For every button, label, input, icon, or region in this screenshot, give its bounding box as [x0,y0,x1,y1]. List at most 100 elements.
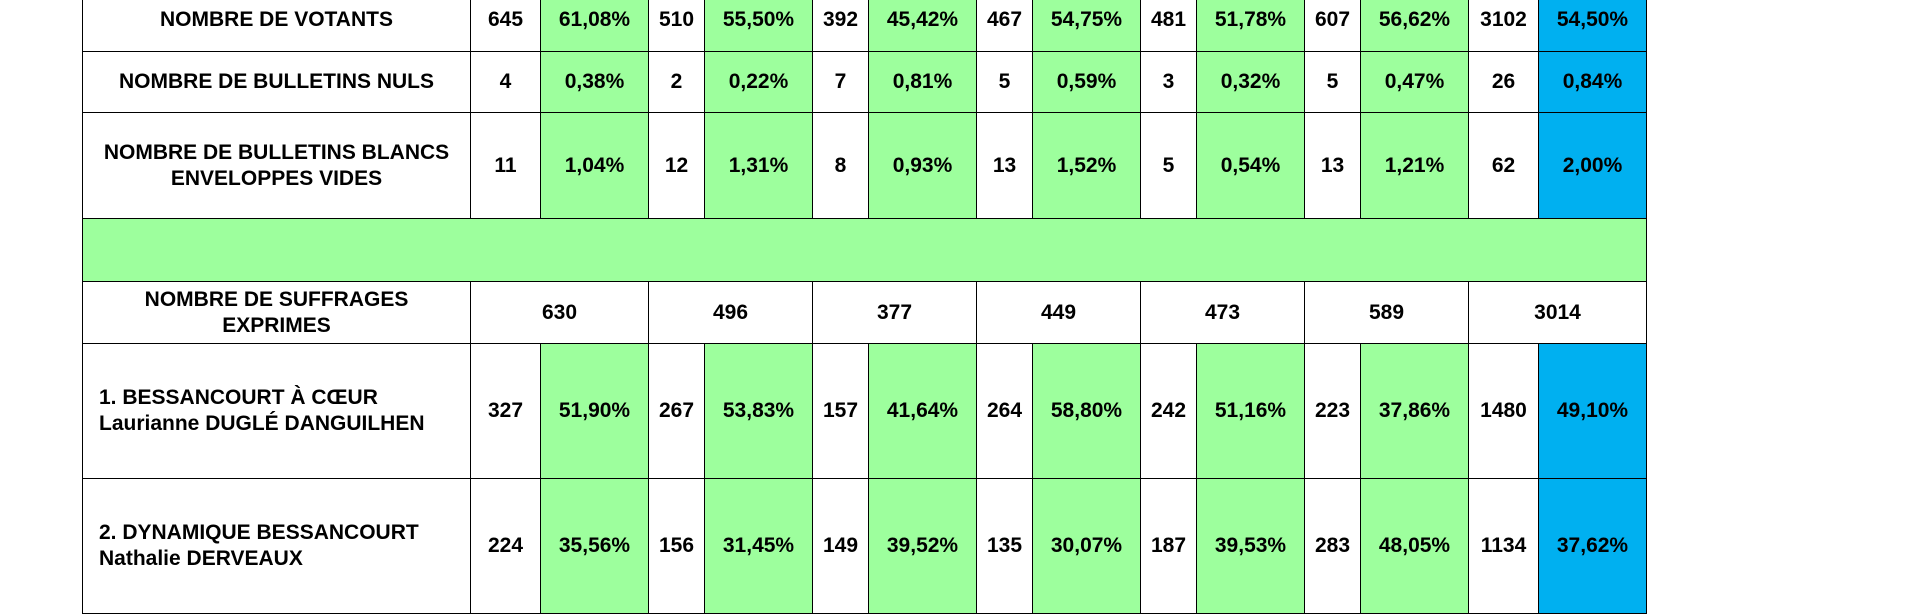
count-cell: 5 [976,51,1033,113]
count-cell: 13 [1304,112,1361,219]
percent-cell: 61,08% [540,0,649,52]
count-cell: 607 [1304,0,1361,52]
count-cell: 510 [648,0,705,52]
count-cell: 156 [648,478,705,614]
percent-cell: 56,62% [1360,0,1469,52]
label-line: NOMBRE DE BULLETINS NULS [119,70,434,93]
label-line: NOMBRE DE VOTANTS [160,8,393,31]
table-row-list-2: 2. DYNAMIQUE BESSANCOURT Nathalie DERVEAU… [82,478,1647,614]
count-cell: 481 [1140,0,1197,52]
count-cell: 13 [976,112,1033,219]
total-percent-cell: 0,84% [1538,51,1647,113]
percent-cell: 35,56% [540,478,649,614]
row-label-nuls: NOMBRE DE BULLETINS NULS [82,51,471,113]
suffrages-cell: 473 [1140,281,1305,344]
row-label-votants: NOMBRE DE VOTANTS [82,0,471,52]
percent-cell: 0,22% [704,51,813,113]
percent-cell: 1,04% [540,112,649,219]
total-percent-cell: 37,62% [1538,478,1647,614]
suffrages-cell: 449 [976,281,1141,344]
percent-cell: 31,45% [704,478,813,614]
count-cell: 5 [1140,112,1197,219]
label-line: NOMBRE DE SUFFRAGES [144,287,409,311]
percent-cell: 0,47% [1360,51,1469,113]
count-cell: 4 [470,51,541,113]
percent-cell: 0,81% [868,51,977,113]
percent-cell: 0,93% [868,112,977,219]
count-cell: 242 [1140,343,1197,479]
label-line: NOMBRE DE BULLETINS BLANCS [103,140,450,164]
count-cell: 224 [470,478,541,614]
total-percent-cell: 54,50% [1538,0,1647,52]
table-row-list-1: 1. BESSANCOURT À CŒUR Laurianne DUGLÉ DAN… [82,343,1647,479]
percent-cell: 30,07% [1032,478,1141,614]
label-line: 1. BESSANCOURT À CŒUR [99,386,378,409]
total-percent-cell: 2,00% [1538,112,1647,219]
count-cell: 2 [648,51,705,113]
suffrages-cell: 630 [470,281,649,344]
row-label-blancs: NOMBRE DE BULLETINS BLANCS ENVELOPPES VID… [82,112,471,219]
count-cell: 467 [976,0,1033,52]
total-count-cell: 26 [1468,51,1539,113]
suffrages-cell: 589 [1304,281,1469,344]
count-cell: 264 [976,343,1033,479]
label-line: Laurianne DUGLÉ DANGUILHEN [99,412,425,435]
count-cell: 5 [1304,51,1361,113]
suffrages-cell: 377 [812,281,977,344]
suffrages-cell: 496 [648,281,813,344]
count-cell: 12 [648,112,705,219]
count-cell: 223 [1304,343,1361,479]
count-cell: 157 [812,343,869,479]
table-row-votants: NOMBRE DE VOTANTS 645 61,08% 510 55,50% … [82,0,1647,52]
percent-cell: 0,59% [1032,51,1141,113]
percent-cell: 37,86% [1360,343,1469,479]
label-line: ENVELOPPES VIDES [170,166,383,190]
count-cell: 8 [812,112,869,219]
percent-cell: 55,50% [704,0,813,52]
row-label-list-2: 2. DYNAMIQUE BESSANCOURT Nathalie DERVEAU… [82,478,471,614]
total-percent-cell: 49,10% [1538,343,1647,479]
count-cell: 135 [976,478,1033,614]
percent-cell: 39,53% [1196,478,1305,614]
election-results-table: NOMBRE DE VOTANTS 645 61,08% 510 55,50% … [82,0,1647,614]
count-cell: 7 [812,51,869,113]
percent-cell: 48,05% [1360,478,1469,614]
table-row-suffrages: NOMBRE DE SUFFRAGES EXPRIMES 630 496 377 … [82,281,1647,344]
row-label-suffrages: NOMBRE DE SUFFRAGES EXPRIMES [82,281,471,344]
percent-cell: 1,21% [1360,112,1469,219]
percent-cell: 51,78% [1196,0,1305,52]
total-count-cell: 1480 [1468,343,1539,479]
separator-row [82,218,1647,282]
percent-cell: 0,54% [1196,112,1305,219]
percent-cell: 54,75% [1032,0,1141,52]
percent-cell: 1,31% [704,112,813,219]
percent-cell: 1,52% [1032,112,1141,219]
count-cell: 392 [812,0,869,52]
label-line: 2. DYNAMIQUE BESSANCOURT [99,521,419,544]
total-count-cell: 62 [1468,112,1539,219]
count-cell: 11 [470,112,541,219]
table-row-blancs: NOMBRE DE BULLETINS BLANCS ENVELOPPES VID… [82,112,1647,219]
count-cell: 267 [648,343,705,479]
total-count-cell: 3102 [1468,0,1539,52]
percent-cell: 0,38% [540,51,649,113]
label-line: EXPRIMES [222,313,331,337]
label-line: Nathalie DERVEAUX [99,547,303,570]
count-cell: 645 [470,0,541,52]
percent-cell: 39,52% [868,478,977,614]
count-cell: 187 [1140,478,1197,614]
percent-cell: 58,80% [1032,343,1141,479]
total-suffrages-cell: 3014 [1468,281,1647,344]
total-count-cell: 1134 [1468,478,1539,614]
percent-cell: 45,42% [868,0,977,52]
percent-cell: 51,90% [540,343,649,479]
count-cell: 283 [1304,478,1361,614]
count-cell: 327 [470,343,541,479]
percent-cell: 0,32% [1196,51,1305,113]
count-cell: 149 [812,478,869,614]
separator-cell [82,218,1647,282]
percent-cell: 53,83% [704,343,813,479]
count-cell: 3 [1140,51,1197,113]
row-label-list-1: 1. BESSANCOURT À CŒUR Laurianne DUGLÉ DAN… [82,343,471,479]
table-row-nuls: NOMBRE DE BULLETINS NULS 4 0,38% 2 0,22%… [82,51,1647,113]
